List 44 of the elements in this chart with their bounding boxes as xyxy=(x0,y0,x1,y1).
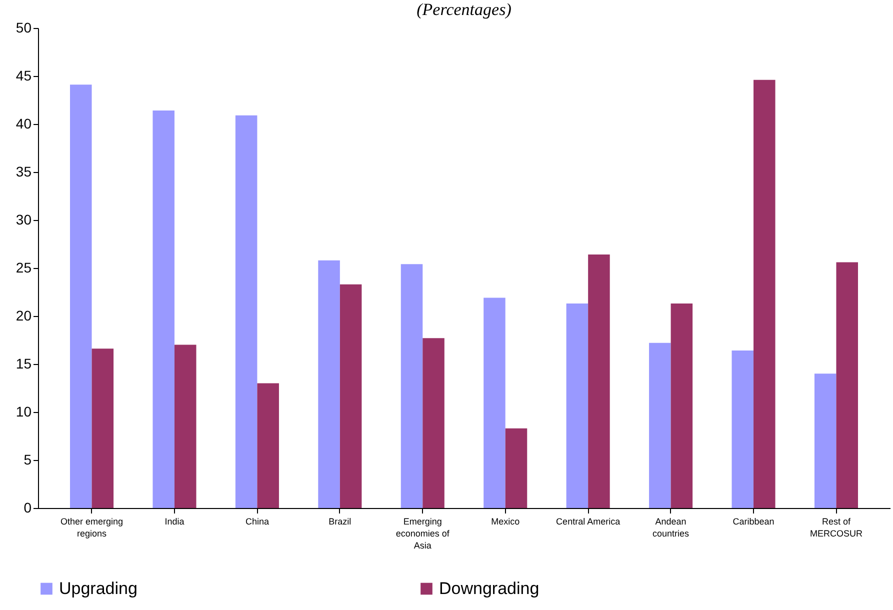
x-tick-label: Other emerging regions xyxy=(60,516,124,538)
bar xyxy=(92,348,114,508)
bar xyxy=(670,304,693,508)
y-tick-label: 45 xyxy=(16,68,32,84)
bar xyxy=(152,110,174,508)
y-tick-label: 15 xyxy=(16,356,32,372)
y-tick-label: 50 xyxy=(16,20,32,36)
x-tick-label: Central America xyxy=(556,516,620,526)
x-tick-label: Emerging economies of Asia xyxy=(396,516,450,550)
y-tick-label: 35 xyxy=(16,164,32,180)
x-tick-label: Rest of MERCOSUR xyxy=(810,516,863,538)
bar xyxy=(484,298,506,508)
bar xyxy=(318,260,340,508)
y-tick-label: 20 xyxy=(16,308,32,324)
bar xyxy=(235,115,258,508)
bar xyxy=(836,262,858,508)
y-tick-label: 30 xyxy=(16,212,32,228)
y-tick-label: 10 xyxy=(16,404,32,420)
bar xyxy=(566,304,588,508)
x-tick-label: Mexico xyxy=(491,516,520,526)
x-tick-label: Andean countries xyxy=(652,516,690,538)
chart-title: (Percentages) xyxy=(416,0,512,19)
bar xyxy=(400,264,423,508)
y-tick-label: 25 xyxy=(16,260,32,276)
bar xyxy=(814,374,836,508)
bar xyxy=(257,383,279,508)
x-tick-label: Caribbean xyxy=(732,516,774,526)
bar xyxy=(174,344,196,508)
bar xyxy=(649,342,671,508)
bar xyxy=(340,284,362,508)
bar xyxy=(588,254,610,508)
y-tick-label: 40 xyxy=(16,116,32,132)
legend-label: Upgrading xyxy=(59,578,138,598)
x-tick-label: Brazil xyxy=(328,516,352,526)
x-tick-label: China xyxy=(245,516,269,526)
bar xyxy=(505,428,528,508)
bar xyxy=(754,80,776,508)
legend-label: Downgrading xyxy=(439,578,540,598)
bar xyxy=(70,84,92,508)
y-tick-label: 5 xyxy=(24,452,32,468)
bar xyxy=(422,338,444,508)
bar xyxy=(732,350,754,508)
y-tick-label: 0 xyxy=(24,500,32,516)
x-tick-label: India xyxy=(164,516,184,526)
